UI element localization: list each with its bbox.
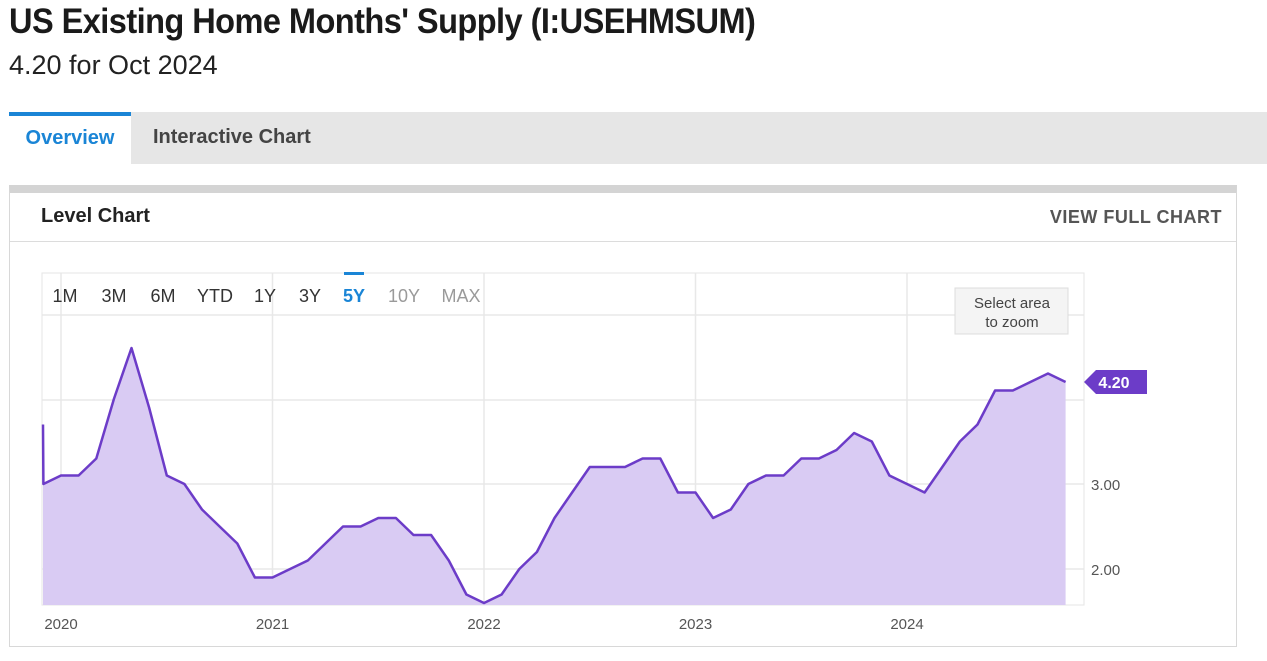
range-button-5y[interactable]: 5Y [343, 272, 365, 306]
range-button-max: MAX [441, 286, 480, 306]
tab-overview[interactable]: Overview [9, 112, 131, 164]
zoom-hint-box: Select area to zoom [954, 287, 1069, 335]
range-button-label: 6M [150, 286, 175, 306]
current-value-tag: 4.20 [1084, 370, 1147, 394]
x-axis-ticks: 2020 2021 2022 2023 2024 [44, 616, 923, 633]
tab-interactive-chart[interactable]: Interactive Chart [153, 126, 311, 148]
range-button-1y[interactable]: 1Y [254, 286, 276, 306]
range-button-ytd[interactable]: YTD [197, 286, 233, 306]
zoom-hint-line-2: to zoom [985, 314, 1038, 331]
x-tick-label: 2023 [679, 616, 712, 633]
series-area-fill [43, 348, 1066, 605]
range-button-label: 3Y [299, 286, 321, 306]
range-button-label: 1M [52, 286, 77, 306]
range-selector: 1M 3M 6M YTD 1Y 3Y 5Y 10Y MAX [52, 272, 481, 306]
range-button-label: 5Y [343, 286, 365, 306]
current-value-label: 4.20 [1098, 375, 1129, 392]
x-tick-label: 2020 [44, 616, 77, 633]
range-button-1m[interactable]: 1M [52, 286, 77, 306]
page-title: US Existing Home Months' Supply (I:USEHM… [9, 2, 756, 41]
range-button-3y[interactable]: 3Y [299, 286, 321, 306]
series-line [41, 346, 1067, 605]
card-title: Level Chart [41, 205, 150, 227]
range-button-3m[interactable]: 3M [101, 286, 126, 306]
y-tick-label: 3.00 [1091, 477, 1120, 494]
y-axis-ticks: 2.00 3.00 [1091, 477, 1120, 579]
range-button-6m[interactable]: 6M [150, 286, 175, 306]
active-range-indicator [344, 272, 364, 275]
card-header: Level Chart VIEW FULL CHART [10, 193, 1236, 242]
range-button-label: MAX [441, 286, 480, 306]
x-tick-label: 2024 [890, 616, 923, 633]
range-button-label: 10Y [388, 286, 420, 306]
zoom-hint-line-1: Select area [974, 295, 1051, 312]
tab-bar: Overview Interactive Chart [9, 112, 1267, 164]
range-button-label: 1Y [254, 286, 276, 306]
page-subtitle: 4.20 for Oct 2024 [9, 50, 218, 80]
range-button-label: 3M [101, 286, 126, 306]
y-tick-label: 2.00 [1091, 562, 1120, 579]
x-tick-label: 2021 [256, 616, 289, 633]
range-button-label: YTD [197, 286, 233, 306]
range-button-10y: 10Y [388, 286, 420, 306]
view-full-chart-link[interactable]: VIEW FULL CHART [1049, 207, 1222, 227]
x-tick-label: 2022 [467, 616, 500, 633]
